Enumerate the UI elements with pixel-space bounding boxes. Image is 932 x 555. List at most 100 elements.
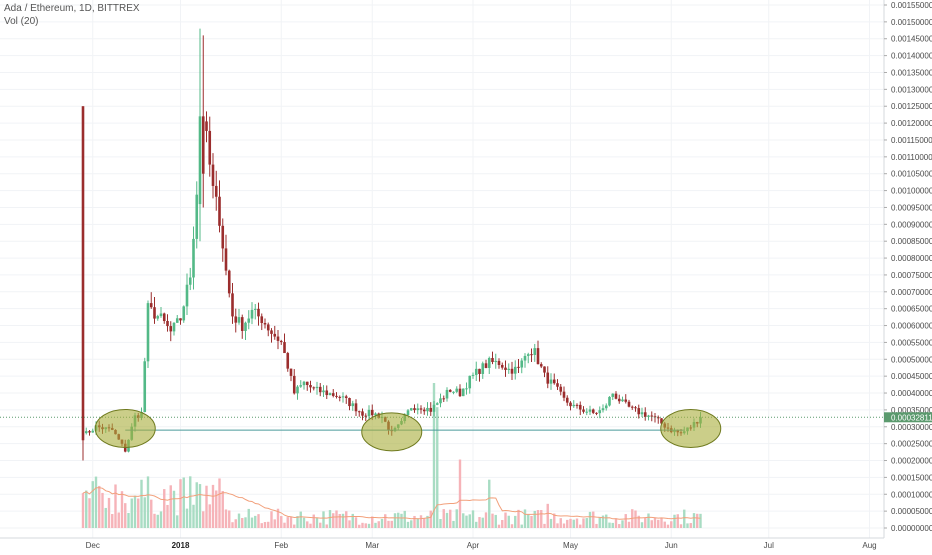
volume-bar [364,523,367,528]
candle-body [354,403,358,412]
volume-indicator-label[interactable]: Vol (20) [4,16,39,27]
candle-body [175,318,179,323]
volume-bar [260,523,263,528]
volume-bar [491,513,494,528]
candle-body [237,317,241,323]
volume-bar [497,524,501,528]
candle-body [361,411,364,416]
volume-bar [299,511,302,528]
candle-body [231,293,234,317]
candle-body [159,313,163,317]
volume-bar [429,510,432,528]
candle-body [575,404,579,406]
volume-bar [562,523,566,528]
volume-bar [683,509,686,528]
volume-bar [358,524,361,528]
volume-bar [120,491,124,528]
candle-body [218,196,221,226]
volume-bar [114,484,117,528]
volume-bar [439,519,442,528]
volume-bar [501,519,504,528]
candle-body [299,385,303,387]
price-tick-label: 0.00150000 [891,18,932,27]
candle-body [149,303,153,308]
volume-bar [289,516,293,528]
time-tick-label: Mar [365,541,379,550]
candle-body [84,431,88,434]
volume-bar [624,514,627,528]
candle-body [266,324,270,331]
candle-body [478,368,481,374]
candle-body [507,368,511,370]
candle-body [455,388,459,392]
time-axis[interactable]: Dec2018FebMarAprMayJunJulAugSe [0,537,932,550]
volume-bar [494,514,497,528]
candle-body [286,353,290,369]
volume-bar [462,513,465,528]
volume-bars [81,383,702,528]
volume-bar [104,507,107,528]
candle-body [279,340,283,343]
candle-body [549,379,553,384]
volume-bar [244,517,247,528]
candle-body [250,309,254,319]
volume-bar [582,518,585,528]
candle-body [198,116,202,205]
candle-body [357,411,361,413]
volume-bar [517,509,520,528]
candle-body [296,386,299,394]
last-price-label-text: 0.00032811 [891,413,932,422]
volume-ma-line [82,487,701,520]
price-tick-label: 0.00010000 [891,490,932,499]
price-tick-label: 0.00115000 [891,136,932,145]
volume-bar [341,513,345,528]
candle-body [533,348,537,355]
volume-bar [224,509,228,528]
candle-body [81,106,85,441]
candle-body [201,116,205,174]
volume-bar [85,490,88,528]
volume-bar [140,479,143,528]
candle-body [445,389,449,399]
volume-bar [267,521,270,528]
volume-bar [111,514,114,528]
volume-bar [458,459,462,528]
candle-body [569,402,572,407]
last-price-label-bg [884,412,932,423]
price-tick-label: 0.00140000 [891,52,932,61]
candle-body [416,408,420,411]
volume-bar [98,485,101,528]
candle-body [656,417,660,419]
time-tick-label: Aug [862,541,876,550]
candle-body [578,404,582,410]
last-price-label: 0.00032811 [884,412,932,423]
candle-body [91,430,95,433]
candle-body [484,363,488,368]
symbol-title[interactable]: Ada / Ethereum, 1D, BITTREX [4,3,140,14]
time-tick-label: Jul [764,541,774,550]
volume-bar [445,512,449,528]
volume-bar [192,504,195,528]
candle-body [192,238,195,278]
volume-bar [81,493,85,528]
price-tick-label: 0.00050000 [891,355,932,364]
candle-body [211,164,215,186]
candle-body [520,360,524,368]
candle-body [647,415,650,417]
volume-bar [514,515,517,528]
candle-body [335,395,338,397]
volume-bar [273,519,276,528]
volume-bar [374,522,377,528]
volume-bar [361,522,364,528]
volume-bar [169,485,172,528]
candle-body [611,393,615,397]
price-axis[interactable]: 0.00155000 0.00150000 0.00145000 0.00140000… [883,0,932,538]
price-tick-label: 0.00110000 [891,153,932,162]
candle-body [608,396,611,406]
volume-bar [276,508,280,528]
volume-bar [182,477,185,528]
candle-body [162,313,166,321]
volume-bar [198,484,202,528]
